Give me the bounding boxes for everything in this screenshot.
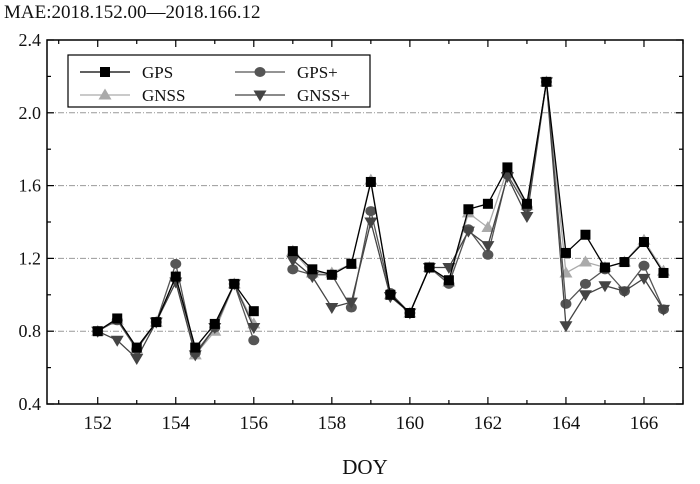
data-point — [442, 263, 456, 274]
data-point — [637, 273, 651, 285]
data-point — [365, 206, 377, 217]
legend-label: GNSS — [142, 86, 185, 105]
data-point — [364, 217, 378, 229]
legend-marker — [254, 67, 266, 77]
data-point — [170, 258, 182, 269]
data-point — [346, 258, 357, 269]
y-tick-label: 0.4 — [19, 394, 42, 414]
x-tick-label: 162 — [474, 413, 503, 434]
data-point — [619, 257, 630, 268]
data-point — [209, 318, 220, 329]
data-point — [579, 278, 591, 289]
data-point — [229, 278, 240, 289]
legend-box — [67, 54, 371, 108]
series-gnss — [91, 75, 670, 360]
data-point — [502, 162, 513, 173]
y-tick-label: 1.6 — [19, 176, 42, 196]
data-point — [461, 226, 475, 238]
data-point — [130, 354, 144, 365]
data-point — [560, 298, 572, 309]
legend-marker — [98, 88, 112, 100]
series-gnss-plus — [91, 77, 670, 365]
y-tick-label: 1.2 — [19, 248, 42, 268]
data-point — [287, 264, 299, 275]
data-point — [151, 317, 162, 328]
data-point — [463, 204, 474, 215]
data-point — [482, 249, 494, 260]
data-point — [578, 290, 592, 302]
series-line — [292, 81, 665, 315]
series-line — [292, 81, 665, 315]
series-gps — [92, 76, 669, 353]
legend-marker — [253, 90, 267, 102]
data-point — [658, 267, 669, 278]
legend-label: GNSS+ — [297, 86, 350, 105]
y-tick-label: 0.8 — [19, 321, 42, 341]
series-line — [292, 81, 665, 315]
data-point — [617, 286, 631, 298]
data-point — [131, 342, 142, 353]
data-point — [286, 255, 300, 267]
data-point — [482, 198, 493, 209]
data-point — [248, 306, 259, 317]
data-point — [190, 342, 201, 353]
data-point — [287, 246, 298, 257]
series-gps-plus — [92, 76, 669, 359]
data-point — [92, 326, 103, 337]
data-point — [520, 212, 534, 224]
data-point — [599, 262, 610, 273]
data-point — [580, 229, 591, 240]
y-tick-label: 2.4 — [19, 30, 42, 50]
data-point — [344, 297, 358, 309]
legend: GPS GPS+ GNSS GNSS+ — [67, 54, 371, 108]
data-point — [404, 308, 415, 318]
x-tick-label: 166 — [630, 413, 659, 434]
x-tick-label: 160 — [396, 413, 425, 434]
chart-title: MAE:2018.152.00—2018.166.12 — [4, 2, 261, 23]
data-point — [112, 313, 123, 324]
data-point — [110, 335, 124, 347]
data-point — [541, 76, 552, 87]
data-point — [559, 321, 573, 333]
x-tick-label: 164 — [552, 413, 581, 434]
x-axis-label: DOY — [342, 455, 388, 479]
data-point — [638, 260, 650, 271]
data-point — [481, 220, 495, 232]
data-point — [559, 266, 573, 278]
data-point — [443, 275, 454, 286]
x-tick-label: 152 — [83, 413, 112, 434]
series-line — [292, 81, 665, 328]
data-point — [578, 255, 592, 267]
data-point — [365, 176, 376, 187]
data-point — [481, 241, 495, 253]
data-point — [170, 271, 181, 282]
x-tick-label: 158 — [318, 413, 347, 434]
data-point — [247, 323, 261, 335]
data-point — [248, 335, 260, 346]
x-tick-label: 154 — [162, 413, 191, 434]
data-point — [325, 303, 339, 315]
data-point — [560, 247, 571, 258]
data-point — [188, 350, 202, 362]
data-point — [638, 237, 649, 248]
data-point — [385, 289, 396, 300]
legend-marker — [100, 67, 110, 77]
data-point — [305, 272, 319, 284]
data-point — [656, 304, 670, 316]
data-point — [307, 264, 318, 275]
legend-label: GPS+ — [297, 63, 338, 82]
data-point — [424, 262, 435, 273]
data-point — [326, 269, 337, 280]
data-point — [598, 281, 612, 293]
x-tick-label: 156 — [240, 413, 269, 434]
legend-label: GPS — [142, 63, 173, 82]
y-tick-label: 2.0 — [19, 103, 42, 123]
data-point — [521, 198, 532, 209]
